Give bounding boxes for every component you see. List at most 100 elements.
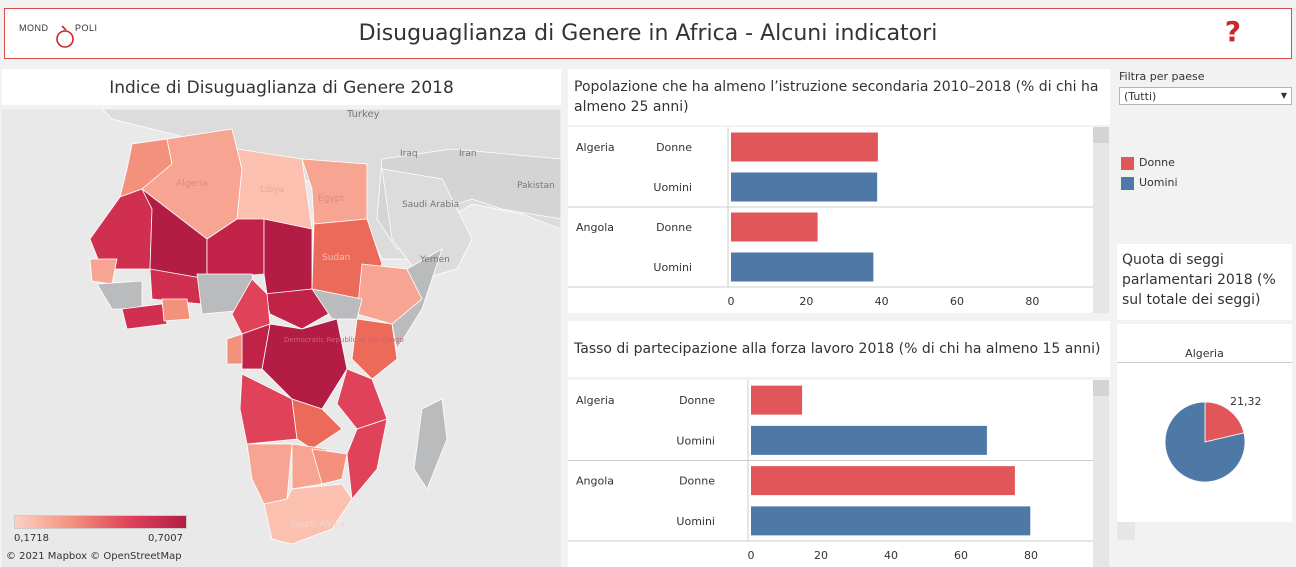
- bar-uomini-angola[interactable]: [731, 252, 874, 282]
- country-label: Angola: [576, 221, 614, 234]
- pie-header-divider: [1117, 362, 1292, 363]
- africa-choropleth-map[interactable]: Turkey Iraq Iran Pakistan Saudi Arabia Y…: [2, 109, 561, 567]
- map-label-algeria: Algeria: [176, 179, 208, 189]
- bar-uomini-algeria[interactable]: [751, 425, 987, 455]
- map-region-madagascar: [413, 398, 448, 490]
- bar-uomini-algeria[interactable]: [731, 172, 878, 202]
- map-region-egypt: [301, 158, 368, 225]
- seats-pie-chart[interactable]: Algeria 21,32: [1117, 324, 1292, 522]
- header-banner: MOND POLI Disuguaglianza di Genere in Af…: [4, 8, 1292, 59]
- map-region-tanzania: [336, 368, 388, 430]
- education-title-panel: Popolazione che ha almeno l’istruzione s…: [568, 69, 1110, 125]
- labor-chart[interactable]: Algeria Donne Uomini Angola Donne Uomini 0 20 40…: [568, 380, 1094, 567]
- legend-item-women[interactable]: Donne: [1121, 156, 1175, 170]
- logo-text-right: POLI: [75, 23, 98, 33]
- x-tick-label: 0: [748, 549, 755, 562]
- x-tick-label: 40: [875, 295, 889, 308]
- pie-data-label: 21,32: [1230, 395, 1262, 408]
- labor-title-panel: Tasso di partecipazione alla forza lavor…: [568, 321, 1110, 377]
- map-label-sudan: Sudan: [322, 253, 350, 263]
- map-region-guinea: [96, 280, 143, 310]
- bar-donne-algeria[interactable]: [731, 132, 878, 162]
- logo-text-left: MOND: [19, 23, 49, 33]
- map-label-pakistan: Pakistan: [517, 181, 555, 191]
- seats-title-panel: Quota di seggi parlamentari 2018 (% sul …: [1117, 244, 1292, 320]
- map-label-south-africa: South Africa: [290, 520, 345, 530]
- legend-min-value: 0,1718: [14, 533, 49, 544]
- map-label-drc: Democratic Republic of the Congo: [284, 336, 404, 344]
- education-scrollbar[interactable]: [1093, 127, 1109, 313]
- x-tick-label: 60: [954, 549, 968, 562]
- map-region-gabon: [226, 333, 243, 365]
- map-region-namibia: [246, 443, 293, 505]
- pie-slice-uomini[interactable]: [1164, 401, 1246, 483]
- gender-label: Donne: [679, 394, 715, 407]
- map-region-zimbabwe: [311, 448, 348, 485]
- x-tick-label: 20: [814, 549, 828, 562]
- gender-label: Donne: [656, 141, 692, 154]
- pie-slice-donne[interactable]: [1204, 401, 1245, 443]
- x-tick-label: 80: [1025, 295, 1039, 308]
- map-canvas[interactable]: Turkey Iraq Iran Pakistan Saudi Arabia Y…: [2, 109, 561, 567]
- legend-label-men: Uomini: [1139, 176, 1178, 189]
- map-label-iraq: Iraq: [400, 149, 418, 159]
- bar-donne-angola[interactable]: [731, 212, 818, 242]
- country-label: Angola: [576, 475, 614, 488]
- x-tick-label: 20: [799, 295, 813, 308]
- education-chart[interactable]: Algeria Donne Uomini Angola Donne Uomini 0 20 40…: [568, 127, 1094, 313]
- pie-plot[interactable]: [1117, 324, 1292, 522]
- education-plot[interactable]: Algeria Donne Uomini Angola Donne Uomini 0 20 40…: [568, 127, 1094, 313]
- map-region-chad: [263, 218, 313, 295]
- map-attribution[interactable]: © 2021 Mapbox © OpenStreetMap: [6, 551, 182, 562]
- map-region-zambia: [291, 398, 343, 450]
- bar-donne-angola[interactable]: [751, 466, 1015, 496]
- x-tick-label: 40: [884, 549, 898, 562]
- gender-label: Uomini: [676, 434, 715, 447]
- map-label-yemen: Yemen: [419, 255, 450, 265]
- gender-label: Uomini: [653, 261, 692, 274]
- education-scroll-thumb[interactable]: [1093, 127, 1109, 143]
- legend-label-women: Donne: [1139, 156, 1175, 169]
- labor-plot[interactable]: Algeria Donne Uomini Angola Donne Uomini 0 20 40…: [568, 380, 1094, 567]
- mondopoli-logo: [56, 25, 74, 48]
- x-tick-label: 80: [1024, 549, 1038, 562]
- help-icon[interactable]: ?: [1224, 15, 1241, 48]
- map-region-somalia: [391, 248, 443, 351]
- seats-scrollbar[interactable]: [1117, 522, 1135, 540]
- labor-scroll-thumb[interactable]: [1093, 380, 1109, 396]
- legend-swatch-women: [1121, 156, 1134, 170]
- country-filter-dropdown[interactable]: (Tutti) ▼: [1119, 87, 1292, 105]
- map-region-south-sudan: [311, 288, 363, 320]
- labor-scrollbar[interactable]: [1093, 380, 1109, 567]
- gender-label: Donne: [679, 475, 715, 488]
- map-region-cote-divoire: [121, 303, 168, 330]
- map-label-iran: Iran: [459, 149, 477, 159]
- map-label-egypt: Egypt: [318, 194, 344, 204]
- country-label: Algeria: [576, 141, 615, 154]
- x-tick-label: 0: [728, 295, 735, 308]
- dropdown-arrow-icon[interactable]: ▼: [1280, 91, 1287, 100]
- map-label-saudi: Saudi Arabia: [402, 200, 459, 210]
- map-region-drc: [261, 318, 348, 410]
- bar-uomini-angola[interactable]: [751, 506, 1031, 536]
- map-title: Indice di Disuguaglianza di Genere 2018: [109, 78, 454, 98]
- map-region-south-africa: [263, 483, 353, 545]
- gender-label: Donne: [656, 221, 692, 234]
- map-color-legend: 0,1718 0,7007: [12, 513, 190, 553]
- bar-donne-algeria[interactable]: [751, 385, 803, 415]
- map-region-senegal: [89, 258, 118, 285]
- pie-country-header: Algeria: [1185, 347, 1224, 360]
- map-region-angola: [239, 373, 298, 445]
- x-tick-label: 60: [950, 295, 964, 308]
- map-region-kenya: [351, 318, 398, 380]
- country-label: Algeria: [576, 394, 615, 407]
- gender-label: Uomini: [676, 515, 715, 528]
- map-region-mauritania: [89, 188, 153, 270]
- map-label-libya: Libya: [260, 185, 284, 195]
- map-title-panel: Indice di Disuguaglianza di Genere 2018: [2, 69, 561, 105]
- page-title: Disuguaglianza di Genere in Africa - Alc…: [358, 21, 938, 46]
- map-region-mozambique: [346, 418, 388, 500]
- filter-selected-value: (Tutti): [1124, 90, 1157, 103]
- legend-item-men[interactable]: Uomini: [1121, 176, 1178, 190]
